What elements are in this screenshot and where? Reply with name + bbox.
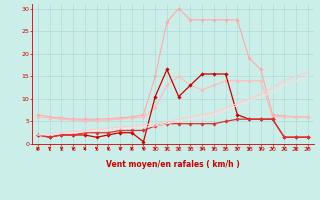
X-axis label: Vent moyen/en rafales ( km/h ): Vent moyen/en rafales ( km/h )	[106, 160, 240, 169]
